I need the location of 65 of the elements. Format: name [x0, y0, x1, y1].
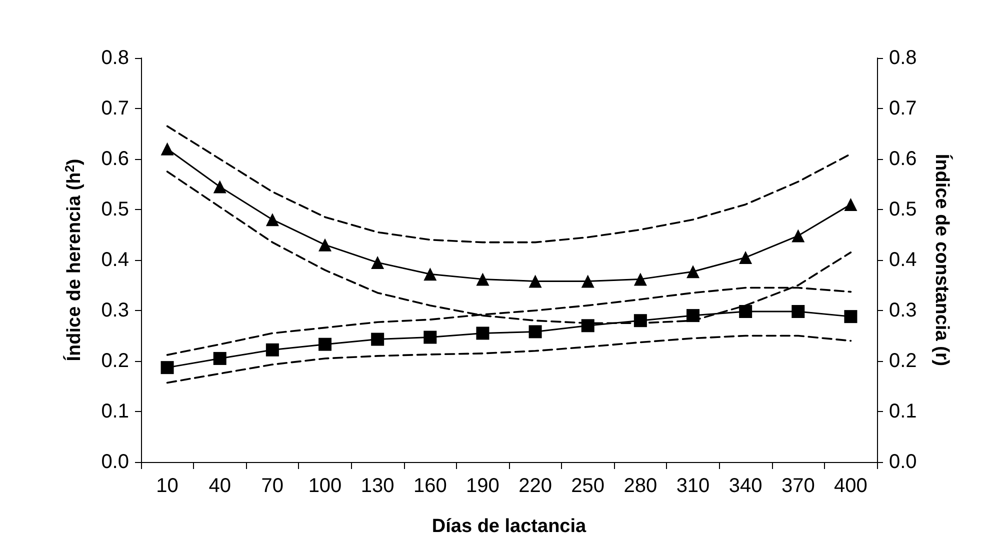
y-tick-label: 0.6 [101, 148, 129, 170]
point [318, 238, 332, 252]
x-tick-label: 340 [728, 475, 762, 497]
point [844, 310, 858, 324]
y2-tick-label: 0.8 [889, 47, 917, 69]
point [739, 250, 752, 264]
point [528, 274, 542, 288]
point [686, 265, 700, 278]
point [213, 180, 226, 194]
x-tick-label: 190 [466, 475, 500, 497]
y-tick-label: 0.7 [101, 98, 129, 120]
x-tick-label: 10 [156, 475, 178, 497]
x-tick-label: 100 [308, 475, 342, 497]
y-tick-label: 0.4 [101, 249, 129, 271]
y2-tick-label: 0.4 [889, 249, 917, 271]
point [160, 142, 174, 156]
point [739, 305, 752, 318]
y2-tick-label: 0.5 [889, 198, 917, 220]
x-tick-label: 400 [834, 475, 868, 497]
point [318, 338, 332, 351]
y2-axis-title: Índice de constancia (r) [931, 154, 953, 366]
x-tick-label: 70 [261, 475, 284, 497]
x-tick-label: 250 [571, 475, 605, 497]
x-tick-label: 130 [360, 475, 394, 497]
y-axis-title: Índice de herencia (h2) [62, 158, 85, 362]
x-tick-label: 160 [413, 475, 447, 497]
point [792, 305, 805, 318]
x-axis-title: Días de lactancia [432, 516, 587, 537]
y-tick-label: 0.3 [101, 300, 129, 322]
point [371, 256, 384, 270]
y-tick-label: 0.1 [101, 400, 129, 422]
point [160, 361, 174, 374]
y2-tick-label: 0.1 [889, 400, 917, 422]
x-tick-label: 310 [676, 475, 710, 497]
y-tick-label: 0.8 [101, 47, 129, 69]
point [213, 352, 226, 365]
point [634, 272, 647, 286]
x-tick-label: 280 [624, 475, 658, 497]
point [634, 314, 647, 328]
point [476, 272, 490, 286]
x-tick-label: 220 [518, 475, 552, 497]
point [266, 343, 279, 356]
point [424, 330, 437, 344]
point [528, 325, 542, 338]
y-tick-label: 0.2 [101, 350, 129, 372]
y2-tick-label: 0.0 [889, 451, 917, 473]
point [266, 213, 279, 226]
x-tick-label: 40 [208, 475, 231, 497]
point [686, 309, 700, 322]
y-tick-label: 0.5 [101, 198, 129, 220]
line-series [166, 125, 852, 244]
point [476, 326, 490, 340]
point [792, 229, 805, 242]
point [371, 332, 384, 346]
point [844, 198, 858, 211]
y2-tick-label: 0.6 [889, 148, 917, 170]
point [581, 274, 594, 288]
point [424, 268, 437, 281]
y2-tick-label: 0.3 [889, 300, 917, 322]
y-tick-label: 0.0 [101, 451, 129, 473]
x-tick-label: 370 [781, 475, 815, 497]
y2-tick-label: 0.2 [889, 350, 917, 372]
y2-tick-label: 0.7 [889, 98, 917, 120]
point [581, 319, 594, 332]
line-series [166, 334, 852, 384]
